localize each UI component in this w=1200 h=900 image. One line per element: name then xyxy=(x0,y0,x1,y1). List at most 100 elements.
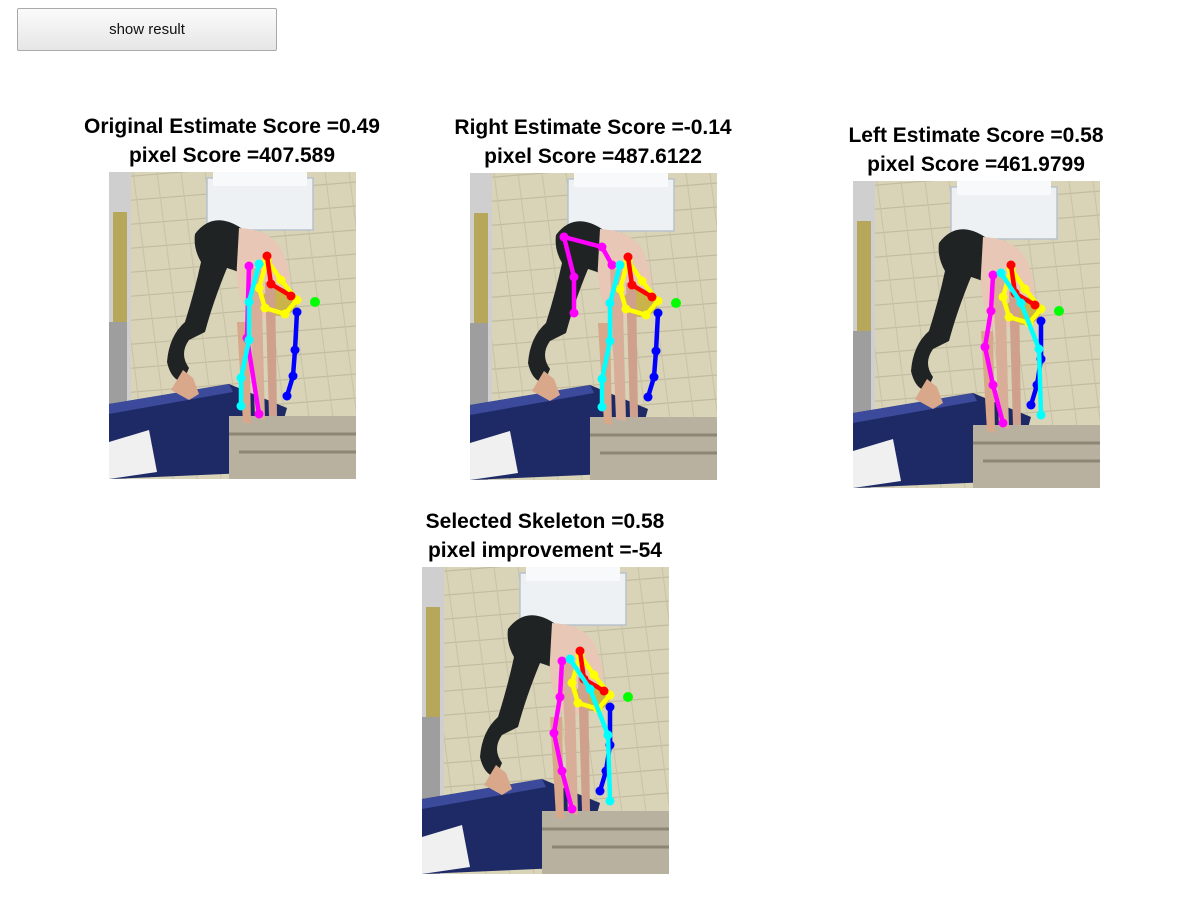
joint-marker xyxy=(286,291,295,301)
joint-marker xyxy=(621,304,630,314)
panel-left-estimate: Left Estimate Score =0.58 pixel Score =4… xyxy=(796,121,1156,488)
joint-marker xyxy=(637,276,646,286)
panel-title-line-1: Selected Skeleton =0.58 xyxy=(425,510,665,533)
joint-marker xyxy=(559,232,568,242)
joint-marker xyxy=(980,342,989,352)
panel-title-line-1: Left Estimate Score =0.58 xyxy=(848,124,1104,147)
joint-marker xyxy=(244,335,253,345)
panel-title-line-1: Right Estimate Score =-0.14 xyxy=(454,116,732,139)
joint-marker xyxy=(603,730,612,740)
joint-marker xyxy=(549,728,558,738)
joint-marker xyxy=(1030,300,1039,310)
joint-marker xyxy=(290,345,299,355)
joint-marker xyxy=(607,260,616,270)
panel-original-estimate: Original Estimate Score =0.49 pixel Scor… xyxy=(52,112,412,479)
panel-title-line-1: Original Estimate Score =0.49 xyxy=(84,115,380,138)
joint-marker xyxy=(1036,316,1045,326)
joint-marker xyxy=(998,418,1007,428)
joint-marker xyxy=(651,346,660,356)
skeleton-overlay xyxy=(559,232,681,412)
joint-marker xyxy=(244,297,253,307)
joint-marker xyxy=(262,251,271,261)
joint-marker xyxy=(605,796,614,806)
pose-image-right xyxy=(469,173,717,480)
panel-title-line-2: pixel improvement =-54 xyxy=(427,539,662,562)
photo-background xyxy=(469,173,717,480)
joint-marker xyxy=(555,692,564,702)
pose-image-left xyxy=(852,181,1100,488)
joint-marker xyxy=(996,268,1005,278)
photo-background xyxy=(108,172,356,479)
joint-marker xyxy=(254,283,263,293)
joint-marker xyxy=(573,698,582,708)
panel-title-line-2: pixel Score =461.9799 xyxy=(867,153,1085,176)
cyan-limb xyxy=(567,656,612,804)
joint-marker xyxy=(641,310,650,320)
joint-marker xyxy=(605,298,614,308)
joint-marker xyxy=(1004,312,1013,322)
photo-background xyxy=(421,567,669,874)
joint-marker xyxy=(595,786,604,796)
joint-marker xyxy=(280,309,289,319)
joint-marker xyxy=(615,284,624,294)
joint-marker xyxy=(599,686,608,696)
joint-marker xyxy=(569,272,578,282)
joint-marker xyxy=(565,654,574,664)
joint-marker xyxy=(1036,410,1045,420)
joint-marker xyxy=(1016,298,1025,308)
joint-marker xyxy=(557,656,566,666)
joint-marker xyxy=(597,374,606,384)
joint-marker xyxy=(653,308,662,318)
joint-marker xyxy=(567,804,576,814)
photo-background xyxy=(852,181,1100,488)
joint-marker xyxy=(236,401,245,411)
joint-marker xyxy=(244,261,253,271)
joint-marker xyxy=(623,252,632,262)
joint-marker xyxy=(605,336,614,346)
joint-marker xyxy=(236,373,245,383)
joint-marker xyxy=(670,298,681,308)
joint-marker xyxy=(627,280,636,290)
joint-marker xyxy=(309,297,320,307)
show-result-button[interactable]: show result xyxy=(17,8,277,51)
joint-marker xyxy=(1026,400,1035,410)
blue-limb xyxy=(645,310,660,400)
joint-marker xyxy=(567,678,576,688)
joint-marker xyxy=(254,409,263,419)
joint-marker xyxy=(1020,284,1029,294)
pose-image-selected xyxy=(421,567,669,874)
joint-marker xyxy=(986,306,995,316)
joint-marker xyxy=(647,292,656,302)
joint-marker xyxy=(988,270,997,280)
joint-marker xyxy=(597,242,606,252)
cyan-limb xyxy=(998,270,1043,418)
joint-marker xyxy=(282,391,291,401)
joint-marker xyxy=(988,380,997,390)
joint-marker xyxy=(260,303,269,313)
joint-marker xyxy=(585,684,594,694)
panel-selected-skeleton: Selected Skeleton =0.58 pixel improvemen… xyxy=(365,507,725,874)
joint-marker xyxy=(276,275,285,285)
joint-marker xyxy=(266,279,275,289)
joint-marker xyxy=(292,307,301,317)
joint-marker xyxy=(569,308,578,318)
panel-title-line-2: pixel Score =407.589 xyxy=(128,144,336,167)
joint-marker xyxy=(254,259,263,269)
skeleton-overlay xyxy=(236,251,320,419)
joint-marker xyxy=(622,692,633,702)
joint-marker xyxy=(1006,260,1015,270)
panel-right-estimate: Right Estimate Score =-0.14 pixel Score … xyxy=(413,113,773,480)
joint-marker xyxy=(998,292,1007,302)
joint-marker xyxy=(643,392,652,402)
skeleton-overlay xyxy=(980,260,1064,428)
joint-marker xyxy=(557,766,566,776)
joint-marker xyxy=(1034,344,1043,354)
blue-limb xyxy=(284,309,299,399)
panel-title-line-2: pixel Score =487.6122 xyxy=(484,145,702,168)
skeleton-overlay xyxy=(549,646,633,814)
joint-marker xyxy=(288,371,297,381)
joint-marker xyxy=(605,702,614,712)
joint-marker xyxy=(589,670,598,680)
joint-marker xyxy=(615,260,624,270)
